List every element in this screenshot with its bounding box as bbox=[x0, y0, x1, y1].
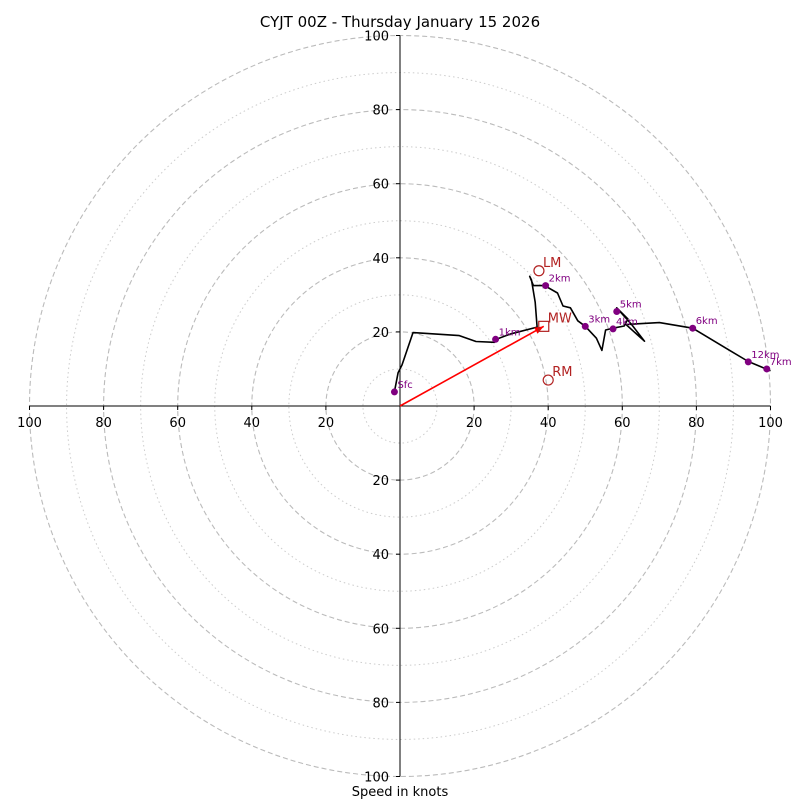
height-label-3km: 3km bbox=[588, 314, 610, 325]
hodograph-trace-layer bbox=[393, 275, 771, 393]
chart-title: CYJT 00Z - Thursday January 15 2026 bbox=[260, 13, 540, 31]
x-tick-label: 20 bbox=[466, 416, 483, 431]
x-tick-label: 40 bbox=[244, 416, 261, 431]
storm-marker-mw bbox=[538, 320, 550, 332]
x-tick-label: 80 bbox=[688, 416, 705, 431]
storm-label-rm: RM bbox=[552, 365, 572, 380]
height-label-2km: 2km bbox=[549, 274, 571, 285]
y-tick-label: 80 bbox=[372, 696, 389, 711]
y-tick-label: 40 bbox=[372, 252, 389, 267]
hodograph-trace bbox=[393, 275, 771, 393]
height-marker-4km bbox=[609, 325, 617, 333]
x-tick-label: 100 bbox=[758, 416, 783, 431]
height-marker-3km bbox=[581, 322, 589, 330]
height-marker-sfc bbox=[390, 388, 398, 396]
height-marker-1km bbox=[492, 335, 500, 343]
x-tick-label: 40 bbox=[540, 416, 557, 431]
height-label-sfc: Sfc bbox=[397, 380, 412, 391]
mean-wind-arrow bbox=[399, 325, 545, 407]
height-marker-2km bbox=[542, 282, 550, 290]
y-tick-label: 80 bbox=[372, 104, 389, 119]
height-marker-6km bbox=[689, 324, 697, 332]
height-label-7km: 7km bbox=[770, 357, 792, 368]
mean-wind-vector-layer bbox=[399, 325, 545, 407]
y-tick-label: 20 bbox=[372, 326, 389, 341]
y-tick-label: 20 bbox=[372, 474, 389, 489]
height-label-1km: 1km bbox=[499, 327, 521, 338]
storm-marker-lm bbox=[533, 265, 545, 277]
tick-labels: 100 80 60 40 20 20 40 60 80 100 100 80 60 40 20 20 40 60 8… bbox=[17, 30, 783, 786]
y-tick-label: 100 bbox=[364, 771, 389, 786]
y-tick-label: 60 bbox=[372, 178, 389, 193]
height-marker-12km bbox=[744, 358, 752, 366]
x-tick-label: 80 bbox=[95, 416, 112, 431]
height-label-5km: 5km bbox=[620, 300, 642, 311]
y-tick-label: 60 bbox=[372, 622, 389, 637]
y-tick-label: 40 bbox=[372, 548, 389, 563]
x-tick-label: 100 bbox=[17, 416, 42, 431]
height-marker-5km bbox=[613, 308, 621, 316]
x-axis-label: Speed in knots bbox=[352, 785, 449, 800]
height-label-4km: 4km bbox=[616, 317, 638, 328]
height-label-12km: 12km bbox=[751, 350, 779, 361]
storm-marker-rm bbox=[542, 374, 554, 386]
x-tick-label: 60 bbox=[614, 416, 631, 431]
x-tick-label: 20 bbox=[318, 416, 335, 431]
storm-label-lm: LM bbox=[543, 256, 561, 271]
height-marker-7km bbox=[763, 365, 771, 373]
y-tick-label: 100 bbox=[364, 30, 389, 45]
storm-motion-layer: LM MW RM bbox=[533, 256, 572, 386]
height-label-6km: 6km bbox=[696, 316, 718, 327]
storm-label-mw: MW bbox=[548, 311, 572, 326]
x-tick-label: 60 bbox=[169, 416, 186, 431]
